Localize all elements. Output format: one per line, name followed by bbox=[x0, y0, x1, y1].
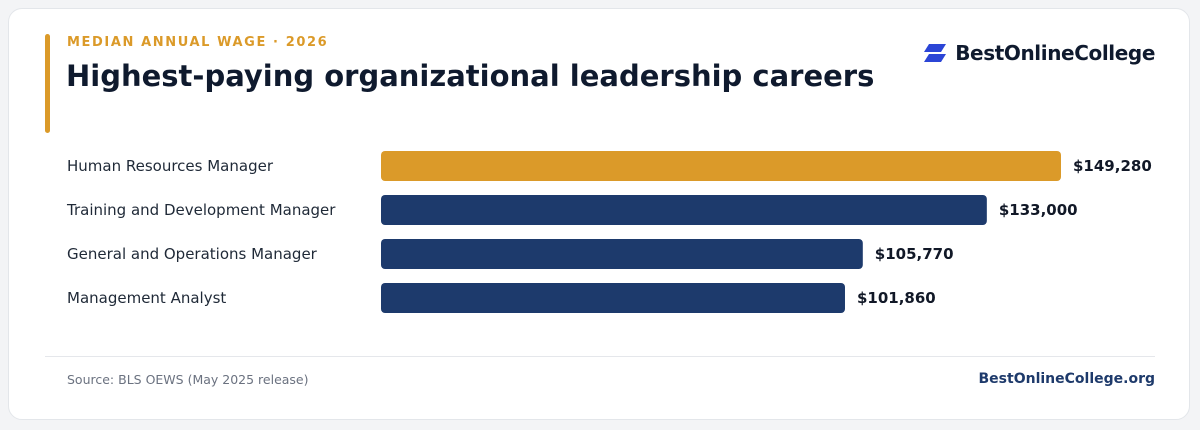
category-label: Training and Development Manager bbox=[66, 201, 336, 219]
site-credit: BestOnlineCollege.org bbox=[978, 371, 1155, 387]
value-label: $101,860 bbox=[857, 289, 936, 307]
source-note: Source: BLS OEWS (May 2025 release) bbox=[67, 372, 309, 387]
brand-name: BestOnlineCollege bbox=[955, 41, 1155, 65]
footer-divider bbox=[45, 356, 1155, 357]
category-label: Human Resources Manager bbox=[67, 157, 274, 175]
category-label: Management Analyst bbox=[67, 289, 226, 307]
brand-logo: BestOnlineCollege bbox=[923, 41, 1155, 65]
chart-card: MEDIAN ANNUAL WAGE · 2026 Highest-paying… bbox=[8, 8, 1190, 420]
logo-shape-top bbox=[924, 44, 947, 52]
accent-bar bbox=[45, 34, 50, 133]
value-label: $133,000 bbox=[999, 201, 1078, 219]
bar bbox=[381, 151, 1061, 181]
bar bbox=[381, 239, 863, 269]
category-label: General and Operations Manager bbox=[67, 245, 318, 263]
chart-title: Highest-paying organizational leadership… bbox=[66, 59, 875, 93]
value-label: $149,280 bbox=[1073, 157, 1152, 175]
bar-chart: Human Resources Manager $149,280 Training … bbox=[66, 151, 1152, 313]
bar bbox=[381, 283, 845, 313]
logo-shape-bottom bbox=[924, 54, 947, 62]
bar bbox=[381, 195, 987, 225]
stacked-parallelogram-logo-icon bbox=[924, 44, 947, 62]
value-label: $105,770 bbox=[875, 245, 954, 263]
chart-eyebrow: MEDIAN ANNUAL WAGE · 2026 bbox=[67, 35, 329, 50]
